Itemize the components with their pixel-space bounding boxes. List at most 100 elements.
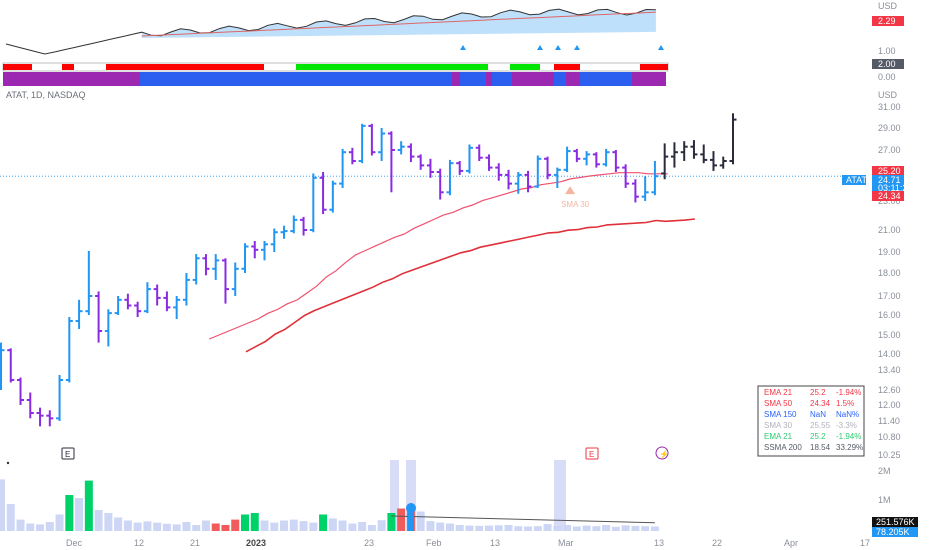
- ema-price-badge: [872, 166, 904, 176]
- time-tick-label: 23: [364, 538, 374, 548]
- strip-segment: [140, 72, 452, 86]
- volume-bar: [201, 520, 210, 531]
- price-tick-label: 31.00: [878, 102, 901, 112]
- price-bars: [0, 113, 737, 427]
- ohlc-bar: [95, 291, 103, 343]
- ohlc-bar: [631, 179, 639, 203]
- stats-change: -3.3%: [836, 421, 857, 430]
- ohlc-bar: [387, 131, 395, 193]
- ohlc-bar: [270, 228, 278, 252]
- ohlc-bar: [368, 123, 376, 156]
- sma-marker-label: SMA 30: [561, 200, 590, 209]
- volume-bar: [250, 513, 259, 531]
- strip-segment: [486, 72, 492, 86]
- price-tick-label: 12.00: [878, 400, 901, 410]
- event-marker-label: ⚡: [659, 449, 669, 459]
- volume-badge-2: [872, 527, 918, 537]
- ohlc-bar: [592, 152, 600, 168]
- strip-segment: [554, 72, 566, 86]
- ohlc-bar: [56, 375, 64, 421]
- stats-name: SMA 150: [764, 410, 797, 419]
- price-tick-label: 16.00: [878, 310, 901, 320]
- volume-badge-1: [872, 517, 918, 527]
- price-tick-label: 21.00: [878, 225, 901, 235]
- stats-name: SSMA 200: [764, 443, 802, 452]
- time-tick-label: Mar: [558, 538, 574, 548]
- sma50-line: [245, 218, 695, 353]
- ohlc-bar: [231, 262, 239, 296]
- volume-average-line: [391, 515, 655, 524]
- signal-triangle: [460, 45, 466, 50]
- projection-bar: [690, 140, 698, 159]
- stats-change: -1.94%: [836, 388, 861, 397]
- ohlc-bar: [280, 225, 288, 239]
- ohlc-bar: [563, 146, 571, 172]
- volume-bar: [572, 526, 581, 531]
- event-marker-label: E: [65, 450, 70, 459]
- symbol-badge: [842, 175, 866, 185]
- volume-bar: [611, 526, 620, 531]
- indicator-value-badge: [872, 16, 904, 26]
- stats-value: 24.34: [810, 399, 831, 408]
- volume-highlight: [554, 460, 566, 531]
- volume-highlight: [390, 460, 399, 531]
- ohlc-bar: [143, 282, 151, 314]
- indicator-currency-label: USD: [878, 1, 898, 11]
- volume-dot: [6, 461, 10, 465]
- volume-bar: [338, 520, 347, 531]
- stats-value: 25.2: [810, 432, 826, 441]
- ema-price-label: 25.20: [878, 166, 901, 176]
- volume-bar: [319, 514, 328, 531]
- volume-bar: [504, 525, 513, 531]
- volume-bar: [211, 523, 220, 531]
- volume-bar: [36, 524, 45, 531]
- volume-bar: [416, 511, 425, 531]
- strip-value-badge: [872, 59, 904, 69]
- event-marker-box: [585, 447, 599, 460]
- price-tick-label: 12.60: [878, 385, 901, 395]
- ohlc-bar: [378, 128, 386, 161]
- projection-bar: [700, 144, 708, 164]
- sma-price-badge: [872, 191, 904, 201]
- stats-name: SMA 50: [764, 399, 793, 408]
- volume-bar: [75, 498, 84, 531]
- volume-bar: [270, 522, 279, 531]
- stats-table-frame: [757, 385, 865, 457]
- volume-bar: [94, 510, 103, 531]
- volume-bar: [241, 514, 249, 531]
- stats-value: NaN: [810, 410, 826, 419]
- volume-bar: [309, 522, 318, 531]
- ohlc-bar: [426, 158, 434, 178]
- ohlc-bar: [104, 309, 112, 347]
- bar-countdown-label: 03:11:27: [878, 183, 912, 193]
- ohlc-bar: [446, 159, 454, 196]
- strip-segment: [580, 72, 632, 86]
- time-tick-label: Feb: [426, 538, 442, 548]
- volume-bar: [162, 523, 171, 531]
- volume-bar: [0, 479, 5, 531]
- ohlc-bar: [436, 168, 444, 200]
- volume-bar: [16, 519, 25, 531]
- event-marker-label: E: [589, 450, 594, 459]
- ohlc-bar: [26, 392, 34, 419]
- time-tick-label: 22: [712, 538, 722, 548]
- indicator-average-line: [141, 11, 656, 37]
- volume-bar: [328, 518, 337, 531]
- projection-bar: [709, 151, 717, 171]
- volume-bar: [55, 514, 64, 531]
- volume-bar: [153, 522, 162, 531]
- stats-value: 25.2: [810, 388, 826, 397]
- signal-strips: [2, 62, 669, 86]
- volume-bar: [104, 513, 113, 531]
- ohlc-bar: [221, 258, 229, 304]
- price-tick-label: 19.00: [878, 247, 901, 257]
- signal-triangle: [574, 45, 580, 50]
- ohlc-bar: [17, 377, 25, 405]
- stats-value: 25.55: [810, 421, 831, 430]
- volume-bar: [475, 525, 484, 531]
- projection-bar: [670, 142, 678, 168]
- ohlc-bar: [612, 150, 620, 172]
- price-tick-label: 11.40: [878, 416, 900, 426]
- ohlc-bar: [583, 151, 591, 166]
